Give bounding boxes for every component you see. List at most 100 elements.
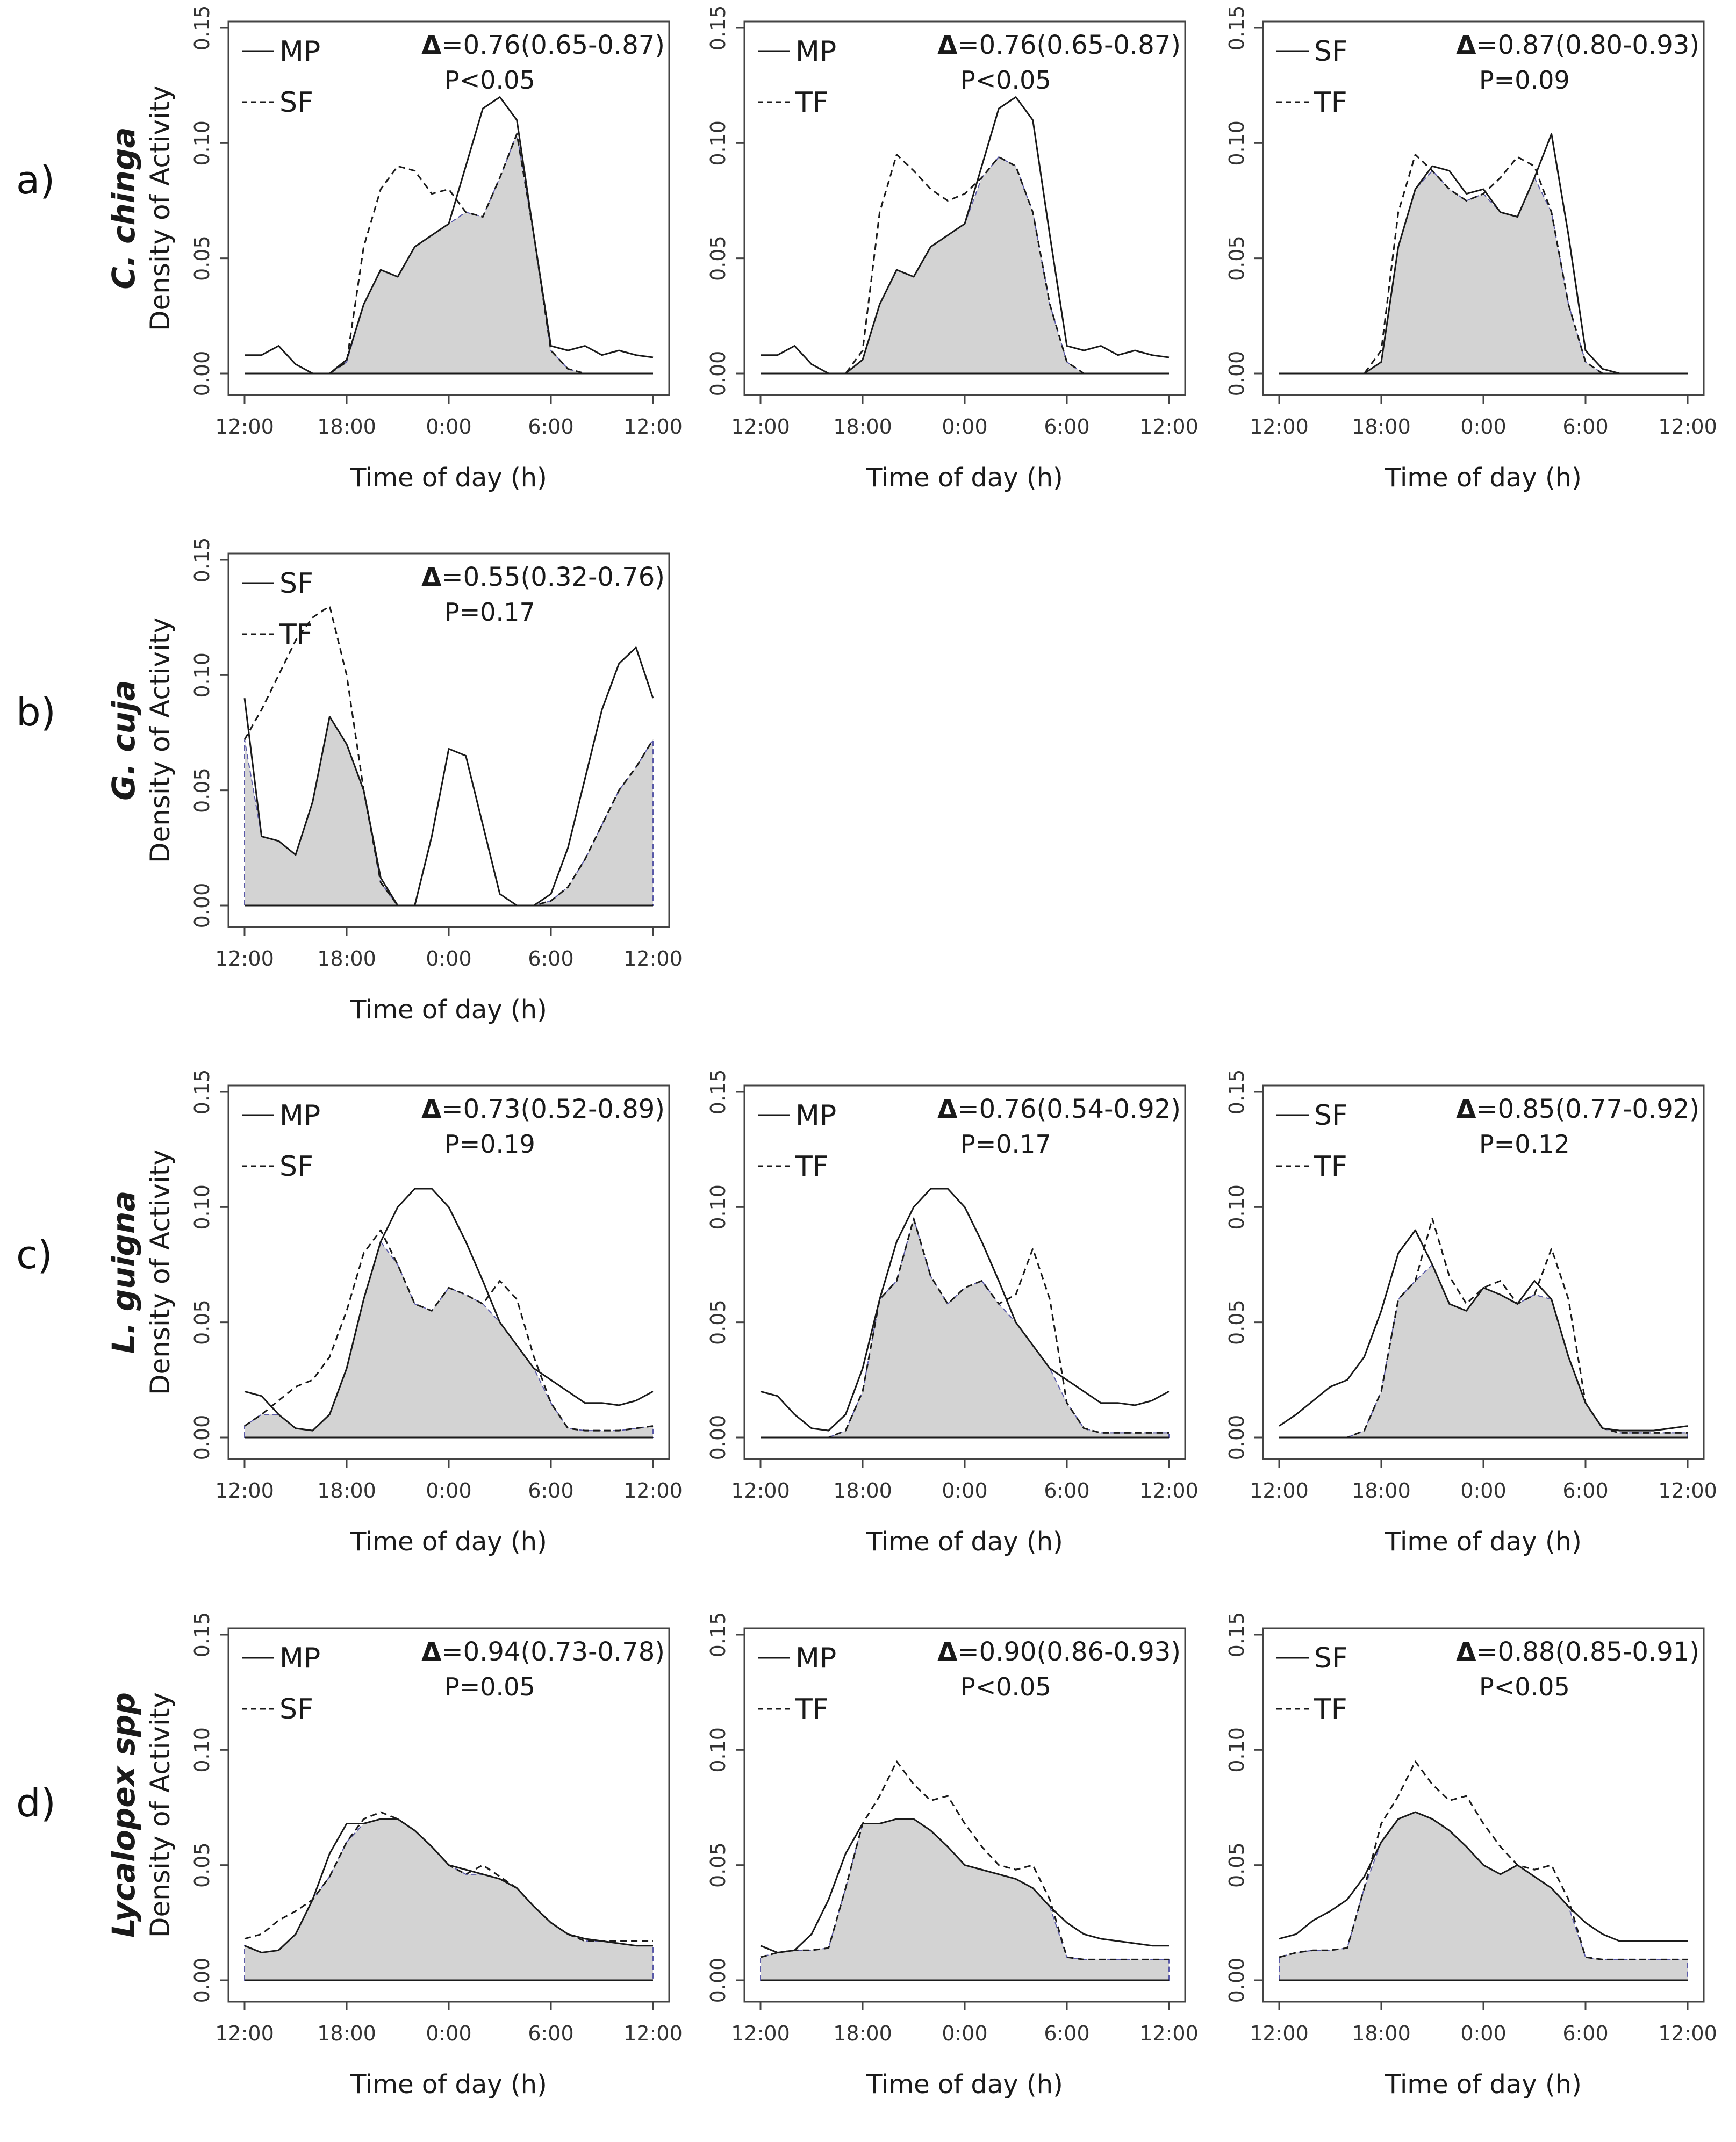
y-tick-label: 0.00	[190, 1958, 214, 2003]
x-axis-label: Time of day (h)	[350, 1527, 547, 1557]
y-tick-label: 0.10	[190, 1184, 214, 1230]
x-tick-label: 0:00	[942, 1479, 987, 1503]
overlap-area	[761, 1217, 1170, 1438]
panel-6: 12:00 18:00 0:00 6:00 12:000.000.050.100.15T…	[706, 1069, 1199, 1557]
row-label: c)	[16, 1232, 53, 1277]
overlap-coefficient: Δ=0.73(0.52-0.89)	[421, 1094, 665, 1124]
x-tick-label: 18:00	[1352, 2022, 1411, 2045]
y-tick-label: 0.10	[706, 1727, 730, 1773]
p-value: P=0.17	[960, 1130, 1051, 1159]
delta-symbol: Δ	[421, 1637, 441, 1667]
x-axis-label: Time of day (h)	[866, 1527, 1063, 1557]
y-tick-label: 0.10	[706, 1184, 730, 1230]
panel-3: 12:00 18:00 0:00 6:00 12:000.000.050.100.15T…	[1225, 5, 1717, 493]
species-name: L. guigna	[105, 1191, 142, 1354]
delta-symbol: Δ	[937, 30, 957, 60]
y-tick-label: 0.05	[1225, 235, 1249, 281]
y-tick-label: 0.05	[706, 235, 730, 281]
legend-label-mp: MP	[279, 35, 320, 68]
legend: SF TF	[1276, 1099, 1348, 1183]
y-tick-label: 0.05	[190, 1299, 214, 1345]
overlap-coefficient: Δ=0.76(0.65-0.87)	[937, 30, 1181, 60]
x-tick-label: 12:00	[623, 947, 683, 971]
legend-label-sf: SF	[1314, 1099, 1348, 1132]
overlap-coefficient: Δ=0.85(0.77-0.92)	[1456, 1094, 1699, 1124]
p-value: P=0.12	[1479, 1130, 1570, 1159]
y-tick-label: 0.15	[1225, 1069, 1249, 1115]
y-axis-label: Density of Activity	[145, 617, 176, 863]
legend-label-sf: SF	[1314, 35, 1348, 68]
overlap-coefficient: Δ=0.55(0.32-0.76)	[421, 562, 665, 592]
panel-8: 12:00 18:00 0:00 6:00 12:000.000.050.100.15T…	[105, 1612, 683, 2100]
x-tick-label: 6:00	[528, 947, 573, 971]
x-tick-label: 12:00	[215, 2022, 274, 2045]
y-tick-label: 0.05	[190, 1842, 214, 1888]
y-axis-label: Density of Activity	[145, 1692, 176, 1938]
series-line-mp	[760, 1188, 1170, 1432]
legend: MP SF	[242, 35, 320, 119]
y-tick-label: 0.00	[190, 883, 214, 929]
y-tick-label: 0.05	[190, 235, 214, 281]
legend-label-sf: SF	[1314, 1642, 1348, 1674]
delta-value: =0.88(0.85-0.91)	[1476, 1637, 1699, 1667]
delta-symbol: Δ	[421, 562, 441, 592]
x-tick-label: 12:00	[731, 2022, 790, 2045]
x-tick-label: 0:00	[942, 2022, 987, 2045]
x-tick-label: 6:00	[528, 415, 573, 439]
panel-1: 12:00 18:00 0:00 6:00 12:000.000.050.100.15T…	[105, 5, 683, 493]
y-axis-label: Density of Activity	[145, 85, 176, 331]
x-tick-label: 6:00	[1044, 2022, 1089, 2045]
y-tick-label: 0.05	[706, 1842, 730, 1888]
legend-label-mp: MP	[279, 1099, 320, 1132]
x-tick-label: 6:00	[1044, 1479, 1089, 1503]
overlap-area	[245, 132, 653, 374]
delta-value: =0.90(0.86-0.93)	[957, 1637, 1181, 1667]
overlap-coefficient: Δ=0.76(0.65-0.87)	[421, 30, 665, 60]
x-tick-label: 12:00	[731, 1479, 790, 1503]
delta-symbol: Δ	[1456, 1637, 1476, 1667]
y-tick-label: 0.15	[190, 537, 214, 583]
p-value: P<0.05	[1479, 1672, 1570, 1701]
y-tick-label: 0.10	[190, 120, 214, 166]
delta-value: =0.73(0.52-0.89)	[441, 1094, 665, 1124]
x-tick-label: 12:00	[623, 415, 683, 439]
x-tick-label: 12:00	[1139, 2022, 1199, 2045]
legend-label-sf: SF	[279, 1693, 313, 1726]
y-tick-label: 0.00	[706, 351, 730, 397]
species-name: Lycalopex spp	[105, 1692, 142, 1938]
series-line-sf	[244, 1229, 654, 1432]
legend-label-tf: TF	[795, 1151, 829, 1183]
y-tick-label: 0.15	[190, 1612, 214, 1658]
y-tick-label: 0.05	[1225, 1842, 1249, 1888]
legend-label-mp: MP	[795, 1642, 836, 1674]
x-tick-label: 12:00	[215, 415, 274, 439]
x-tick-label: 18:00	[1352, 415, 1411, 439]
y-tick-label: 0.15	[706, 1612, 730, 1658]
y-tick-label: 0.00	[706, 1415, 730, 1461]
delta-value: =0.76(0.65-0.87)	[441, 30, 665, 60]
x-tick-label: 0:00	[426, 1479, 471, 1503]
delta-symbol: Δ	[937, 1094, 957, 1124]
row-label: a)	[16, 157, 55, 203]
legend: MP TF	[758, 1642, 836, 1726]
y-tick-label: 0.10	[706, 120, 730, 166]
panel-9: 12:00 18:00 0:00 6:00 12:000.000.050.100.15T…	[706, 1612, 1199, 2100]
y-axis-label: Density of Activity	[145, 1149, 176, 1395]
series-line-tf	[1279, 154, 1688, 375]
series-line-sf	[245, 133, 653, 375]
x-tick-label: 0:00	[942, 415, 987, 439]
x-tick-label: 12:00	[1250, 2022, 1309, 2045]
x-tick-label: 6:00	[528, 1479, 573, 1503]
species-name: G. cuja	[105, 680, 142, 801]
legend-label-tf: TF	[1314, 1693, 1347, 1726]
x-tick-label: 12:00	[1658, 2022, 1717, 2045]
legend-label-tf: TF	[795, 87, 829, 119]
series-line-tf	[1279, 1218, 1688, 1439]
x-tick-label: 0:00	[426, 415, 471, 439]
y-tick-label: 0.10	[190, 1727, 214, 1773]
overlap-area	[244, 1818, 654, 1981]
overlap-area	[244, 715, 654, 906]
series-line-sf	[1279, 1811, 1688, 1942]
